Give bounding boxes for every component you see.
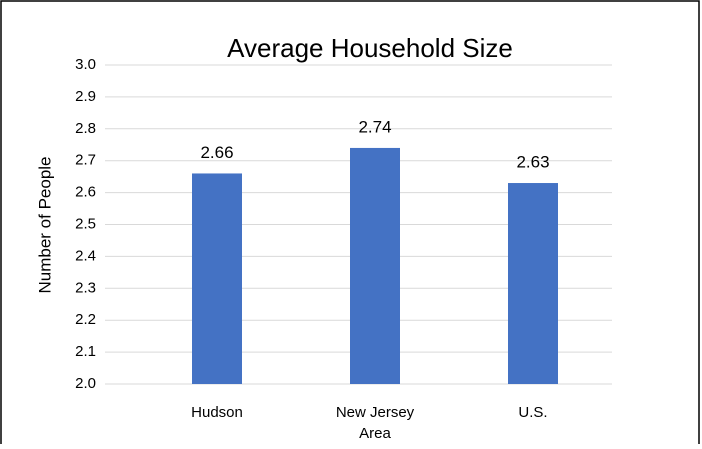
bar bbox=[508, 183, 558, 384]
y-axis-label: Number of People bbox=[35, 156, 54, 293]
y-tick-label: 2.2 bbox=[75, 311, 96, 328]
y-tick-label: 2.5 bbox=[75, 215, 96, 232]
x-axis-label: Area bbox=[359, 425, 391, 442]
y-tick-label: 2.1 bbox=[75, 343, 96, 360]
x-tick-label: U.S. bbox=[518, 404, 547, 421]
x-tick-label: New Jersey bbox=[336, 404, 415, 421]
bar bbox=[192, 173, 242, 384]
y-tick-label: 2.4 bbox=[75, 247, 96, 264]
y-tick-label: 2.7 bbox=[75, 152, 96, 169]
value-label: 2.63 bbox=[516, 153, 549, 172]
x-tick-label: Hudson bbox=[191, 404, 243, 421]
bar bbox=[350, 147, 400, 384]
y-tick-label: 2.6 bbox=[75, 184, 96, 201]
value-label: 2.74 bbox=[358, 117, 391, 136]
y-tick-label: 2.9 bbox=[75, 88, 96, 105]
chart-title: Average Household Size bbox=[227, 33, 513, 63]
value-label: 2.66 bbox=[200, 143, 233, 162]
y-tick-label: 2.3 bbox=[75, 279, 96, 296]
y-tick-label: 2.8 bbox=[75, 120, 96, 137]
y-tick-label: 2.0 bbox=[75, 375, 96, 392]
y-tick-label: 3.0 bbox=[75, 56, 96, 73]
